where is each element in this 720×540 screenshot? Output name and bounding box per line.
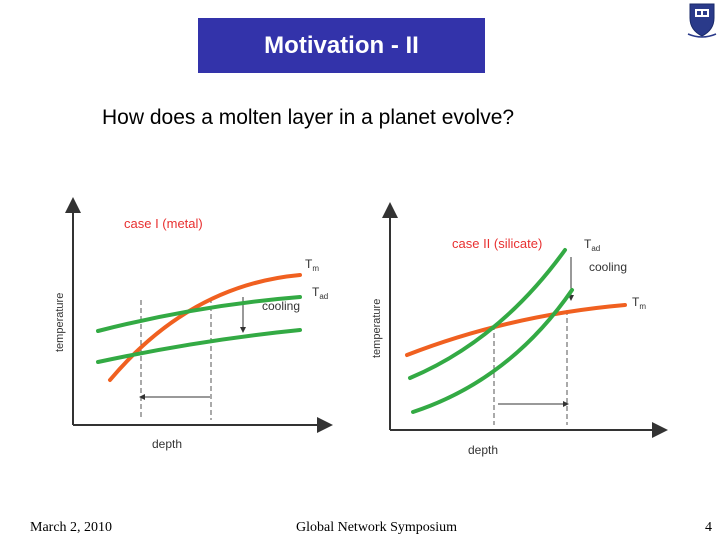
right-adiabat-lower xyxy=(411,288,574,414)
right-melting-curve xyxy=(405,303,627,357)
left-tm-label: Tm xyxy=(305,257,319,273)
slide-question: How does a molten layer in a planet evol… xyxy=(102,106,515,129)
slide-title: Motivation - II xyxy=(198,18,485,73)
right-y-axis-label: temperature xyxy=(371,299,383,358)
left-adiabat-lower xyxy=(96,328,302,364)
right-panel: case II (silicate) Tad cooling Tm temper… xyxy=(371,202,668,457)
left-panel: case I (metal) Tm Tad cooling temperatur… xyxy=(54,197,333,451)
right-tad-label: Tad xyxy=(584,237,600,253)
right-case-label: case II (silicate) xyxy=(452,236,542,251)
right-x-axis-label: depth xyxy=(468,443,498,457)
university-crest-icon xyxy=(687,3,717,38)
right-tm-label: Tm xyxy=(632,295,646,311)
right-adiabat-upper xyxy=(408,248,567,380)
footer-page-number: 4 xyxy=(705,520,712,535)
left-tad-label: Tad xyxy=(312,285,328,301)
left-adiabat-upper xyxy=(96,295,302,333)
left-cooling-label: cooling xyxy=(262,299,300,313)
left-y-axis-label: temperature xyxy=(54,293,66,352)
left-x-axis-label: depth xyxy=(152,437,182,451)
left-melting-curve xyxy=(108,273,302,382)
right-cooling-label: cooling xyxy=(589,260,627,274)
footer-event: Global Network Symposium xyxy=(296,520,457,535)
left-case-label: case I (metal) xyxy=(124,216,203,231)
footer-date: March 2, 2010 xyxy=(30,520,113,535)
